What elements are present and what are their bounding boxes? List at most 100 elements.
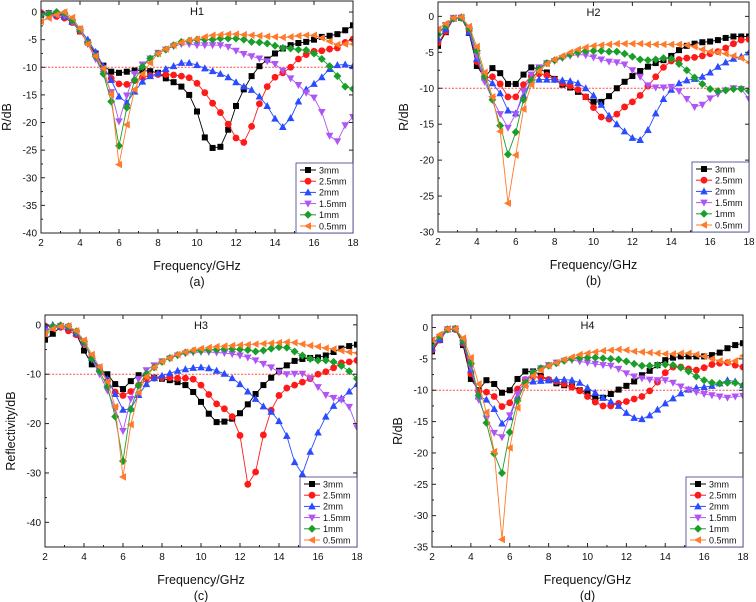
data-point-1.5mm (628, 67, 637, 75)
data-point-3mm (607, 391, 614, 398)
data-point-2mm (169, 62, 178, 70)
data-point-3mm (629, 73, 636, 80)
data-point-1.5mm (290, 370, 299, 378)
data-point-1.5mm (224, 43, 232, 51)
data-point-1.5mm (322, 391, 330, 399)
data-point-2.5mm (193, 79, 201, 87)
data-point-2.5mm (745, 35, 749, 43)
legend-marker-icon (308, 514, 316, 522)
data-point-1mm (707, 378, 716, 387)
x-tick-label: 2 (42, 552, 48, 563)
data-point-1mm (651, 55, 660, 64)
data-point-1mm (267, 344, 276, 353)
data-point-2mm (574, 79, 582, 87)
data-point-2.5mm (283, 384, 291, 392)
data-point-2.5mm (185, 74, 193, 82)
data-point-3mm (322, 352, 329, 359)
data-point-1.5mm (591, 360, 600, 368)
series-line-1.5mm (41, 13, 353, 142)
data-point-3mm (174, 379, 181, 386)
data-point-3mm (233, 102, 239, 109)
data-point-2.5mm (178, 72, 185, 80)
data-point-1.5mm (498, 434, 506, 442)
data-point-0.5mm (263, 32, 271, 41)
data-point-2mm (45, 322, 49, 330)
data-point-1.5mm (731, 393, 740, 401)
data-point-2.5mm (599, 402, 607, 410)
data-point-0.5mm (505, 444, 513, 452)
data-point-2mm (745, 48, 749, 56)
data-point-2mm (692, 383, 701, 391)
data-point-1mm (263, 39, 272, 48)
data-point-0.5mm (243, 340, 251, 349)
data-point-3mm (272, 50, 278, 57)
data-point-0.5mm (459, 334, 467, 342)
data-point-0.5mm (589, 42, 597, 50)
series-1mm (41, 8, 353, 150)
panel-caption: (a) (189, 275, 204, 289)
data-point-3mm (691, 40, 698, 47)
data-point-2.5mm (256, 100, 263, 108)
data-point-2mm (275, 417, 283, 425)
data-point-0.5mm (472, 42, 480, 51)
data-point-3mm (127, 378, 134, 385)
data-point-1.5mm (698, 101, 707, 109)
y-tick-label: -25 (414, 480, 429, 491)
legend-marker-icon (694, 536, 701, 544)
data-point-2.5mm (244, 480, 252, 488)
legend-marker-icon (695, 481, 701, 487)
data-point-2mm (683, 76, 691, 84)
data-point-0.5mm (511, 151, 519, 159)
data-point-0.5mm (294, 32, 302, 40)
data-point-2mm (154, 69, 162, 77)
data-point-1.5mm (667, 83, 676, 91)
data-point-1mm (282, 343, 291, 352)
legend-label: 2mm (319, 188, 339, 198)
data-point-0.5mm (232, 30, 239, 38)
data-point-2mm (286, 114, 295, 122)
data-point-0.5mm (103, 377, 111, 386)
data-point-2.5mm (322, 368, 330, 376)
data-point-0.5mm (675, 40, 683, 49)
data-point-0.5mm (216, 30, 224, 39)
data-point-1mm (706, 84, 715, 93)
data-point-0.5mm (457, 13, 465, 21)
data-point-1mm (294, 45, 303, 54)
legend-label: 2.5mm (323, 491, 351, 501)
data-point-1mm (278, 43, 287, 52)
data-point-1mm (329, 357, 338, 366)
data-point-2.5mm (576, 387, 584, 395)
data-point-2.5mm (353, 357, 357, 364)
data-point-3mm (205, 410, 212, 417)
data-point-0.5mm (503, 199, 511, 208)
data-point-3mm (120, 386, 126, 393)
data-point-3mm (677, 353, 684, 360)
data-point-0.5mm (122, 120, 130, 129)
data-point-2.5mm (506, 399, 514, 407)
data-point-1mm (298, 351, 307, 360)
data-point-1.5mm (314, 384, 322, 392)
data-point-3mm (104, 371, 111, 378)
data-point-0.5mm (212, 342, 220, 351)
data-point-0.5mm (119, 473, 126, 481)
y-tick-label: -10 (23, 63, 38, 74)
data-point-2mm (488, 79, 497, 87)
data-point-1.5mm (690, 103, 699, 111)
data-point-1mm (321, 356, 330, 365)
data-point-0.5mm (544, 361, 552, 370)
data-point-3mm (613, 85, 620, 92)
y-tick-label: -20 (27, 419, 42, 430)
data-point-0.5mm (99, 64, 107, 73)
data-point-0.5mm (111, 403, 119, 411)
data-point-3mm (590, 98, 597, 105)
data-point-2.5mm (326, 45, 333, 53)
x-tick-label: 14 (273, 552, 285, 563)
data-point-2mm (566, 77, 574, 85)
data-point-1.5mm (677, 383, 685, 391)
data-point-1.5mm (333, 138, 342, 146)
data-point-2.5mm (590, 104, 597, 112)
data-point-0.5mm (329, 345, 337, 353)
data-point-2.5mm (520, 81, 527, 89)
data-point-3mm (295, 39, 302, 46)
